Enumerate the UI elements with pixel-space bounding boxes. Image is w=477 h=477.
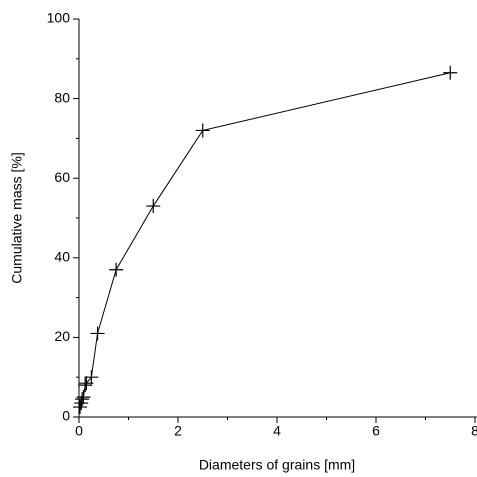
x-tick-label: 8 [471,423,477,439]
x-tick-label: 4 [273,423,281,439]
point-marker [90,326,105,341]
y-tick-label: 40 [54,249,70,265]
point-marker [443,65,458,80]
x-axis-label: Diameters of grains [mm] [199,457,355,473]
point-marker [195,123,210,138]
point-marker [84,370,99,385]
y-tick-label: 100 [47,10,71,26]
x-tick-label: 0 [75,423,83,439]
data-line [79,72,451,408]
point-marker [109,262,124,277]
y-tick-label: 20 [54,328,70,344]
point-marker [75,392,90,407]
y-tick-label: 80 [54,89,70,105]
x-tick-label: 2 [174,423,182,439]
point-marker [72,400,87,415]
y-tick-label: 0 [62,408,70,424]
point-marker [78,378,93,393]
point-marker [146,199,161,214]
y-axis-label: Cumulative mass [%] [9,152,25,283]
point-marker [74,396,89,411]
point-marker [76,390,91,405]
x-tick-label: 6 [372,423,380,439]
y-tick-label: 60 [54,169,70,185]
